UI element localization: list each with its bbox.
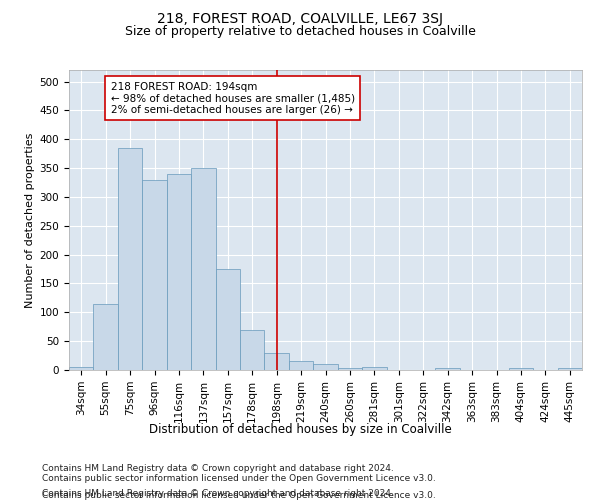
Bar bbox=[167, 174, 191, 370]
Bar bbox=[436, 368, 460, 370]
Bar bbox=[191, 168, 215, 370]
Bar bbox=[118, 148, 142, 370]
Text: 218, FOREST ROAD, COALVILLE, LE67 3SJ: 218, FOREST ROAD, COALVILLE, LE67 3SJ bbox=[157, 12, 443, 26]
Text: Distribution of detached houses by size in Coalville: Distribution of detached houses by size … bbox=[149, 422, 451, 436]
Bar bbox=[362, 367, 386, 370]
Bar bbox=[313, 364, 338, 370]
Text: 218 FOREST ROAD: 194sqm
← 98% of detached houses are smaller (1,485)
2% of semi-: 218 FOREST ROAD: 194sqm ← 98% of detache… bbox=[110, 82, 355, 114]
Text: Contains HM Land Registry data © Crown copyright and database right 2024.: Contains HM Land Registry data © Crown c… bbox=[42, 464, 394, 473]
Bar bbox=[94, 304, 118, 370]
Bar bbox=[509, 368, 533, 370]
Bar bbox=[240, 330, 265, 370]
Text: Contains HM Land Registry data © Crown copyright and database right 2024.: Contains HM Land Registry data © Crown c… bbox=[42, 488, 394, 498]
Bar bbox=[142, 180, 167, 370]
Text: Contains public sector information licensed under the Open Government Licence v3: Contains public sector information licen… bbox=[42, 491, 436, 500]
Bar bbox=[557, 368, 582, 370]
Y-axis label: Number of detached properties: Number of detached properties bbox=[25, 132, 35, 308]
Bar bbox=[289, 362, 313, 370]
Bar bbox=[69, 367, 94, 370]
Bar bbox=[338, 368, 362, 370]
Bar bbox=[215, 269, 240, 370]
Bar bbox=[265, 352, 289, 370]
Text: Contains public sector information licensed under the Open Government Licence v3: Contains public sector information licen… bbox=[42, 474, 436, 483]
Text: Size of property relative to detached houses in Coalville: Size of property relative to detached ho… bbox=[125, 25, 475, 38]
